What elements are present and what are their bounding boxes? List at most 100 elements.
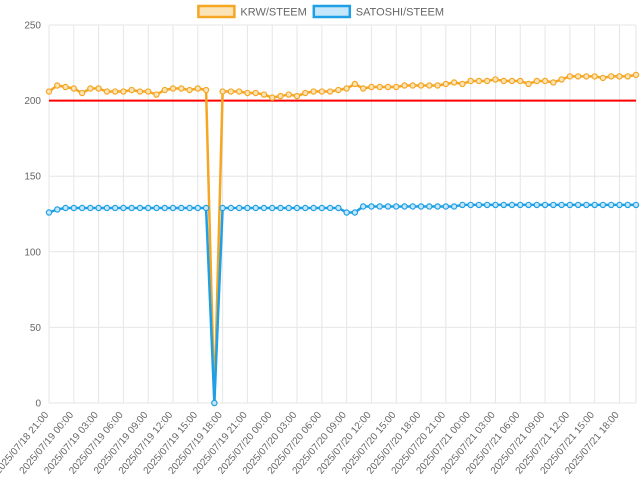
data-point — [136, 88, 144, 95]
data-point — [541, 201, 549, 209]
data-point — [310, 88, 317, 95]
data-point — [335, 204, 342, 212]
series-krw-steem — [45, 71, 640, 407]
data-point — [426, 203, 433, 210]
series-satoshi-steem — [45, 201, 640, 407]
data-point — [70, 85, 78, 92]
data-point — [54, 82, 61, 89]
data-point — [103, 88, 111, 95]
data-point — [252, 89, 259, 97]
data-point — [467, 201, 474, 209]
data-point — [616, 201, 623, 209]
data-point — [54, 206, 61, 213]
data-point — [351, 80, 359, 88]
data-point — [508, 77, 516, 85]
data-point — [277, 204, 284, 212]
data-point — [62, 83, 69, 91]
data-point — [318, 88, 326, 95]
data-point — [368, 203, 375, 210]
data-point — [161, 204, 168, 212]
data-point — [616, 73, 623, 80]
data-point — [632, 71, 640, 79]
data-point — [533, 201, 540, 209]
data-point — [574, 73, 582, 80]
data-point — [558, 76, 565, 83]
data-point — [607, 201, 615, 209]
data-point — [426, 82, 433, 89]
data-point — [178, 85, 185, 92]
data-point — [202, 86, 210, 94]
data-point — [384, 83, 392, 91]
data-point — [260, 204, 268, 212]
legend-item[interactable]: KRW/STEEM — [197, 4, 307, 19]
data-point — [459, 80, 466, 88]
data-point — [70, 204, 78, 212]
data-point — [409, 82, 416, 89]
data-point — [351, 209, 359, 216]
series-line — [48, 73, 637, 405]
data-point — [483, 77, 491, 85]
data-point — [566, 73, 574, 80]
data-point — [211, 399, 218, 407]
data-point — [326, 88, 334, 95]
legend-swatch — [312, 4, 352, 19]
data-point — [401, 82, 408, 89]
data-point — [235, 204, 243, 212]
data-point — [260, 91, 268, 98]
data-point — [384, 203, 392, 210]
data-point — [219, 204, 226, 212]
data-point — [335, 86, 342, 94]
data-point — [459, 201, 466, 209]
data-point — [599, 201, 607, 209]
data-point — [78, 89, 86, 97]
data-point — [500, 77, 507, 85]
y-tick-label: 50 — [30, 323, 42, 334]
data-point — [95, 85, 102, 92]
data-point — [302, 204, 309, 212]
data-point — [632, 201, 640, 209]
data-point — [517, 201, 524, 209]
data-point — [450, 79, 458, 86]
legend-item[interactable]: SATOSHI/STEEM — [312, 4, 444, 19]
data-point — [492, 201, 499, 209]
data-point — [517, 77, 524, 85]
data-point — [483, 201, 491, 209]
series-line — [48, 203, 636, 405]
data-point — [343, 209, 350, 216]
data-point — [62, 204, 69, 212]
data-point — [128, 204, 135, 212]
data-point — [583, 73, 590, 80]
data-point — [624, 201, 631, 209]
data-point — [285, 204, 292, 212]
data-point — [326, 204, 334, 212]
data-point — [244, 204, 251, 212]
data-point — [178, 204, 185, 212]
legend[interactable]: KRW/STEEM SATOSHI/STEEM — [197, 4, 444, 19]
legend-swatch — [197, 4, 236, 19]
data-point — [475, 77, 483, 85]
y-tick-label: 150 — [24, 172, 41, 183]
data-point — [186, 204, 193, 212]
legend-label: KRW/STEEM — [240, 7, 306, 19]
data-point — [541, 77, 549, 85]
data-point — [417, 82, 425, 89]
legend-label: SATOSHI/STEEM — [356, 7, 444, 19]
data-point — [293, 92, 301, 100]
data-point — [302, 89, 309, 97]
data-point — [202, 204, 210, 212]
data-point — [359, 203, 367, 210]
data-point — [591, 73, 598, 80]
data-point — [136, 204, 144, 212]
data-point — [153, 91, 160, 98]
data-point — [359, 85, 367, 92]
data-point — [475, 201, 483, 209]
data-point — [558, 201, 565, 209]
data-point — [434, 203, 441, 210]
data-point — [599, 74, 607, 82]
data-point — [533, 77, 540, 85]
data-point — [467, 77, 474, 85]
data-point — [409, 203, 416, 210]
y-axis: 0 50 100 150 200 250 — [24, 21, 41, 410]
data-point — [450, 203, 458, 210]
data-point — [508, 201, 516, 209]
